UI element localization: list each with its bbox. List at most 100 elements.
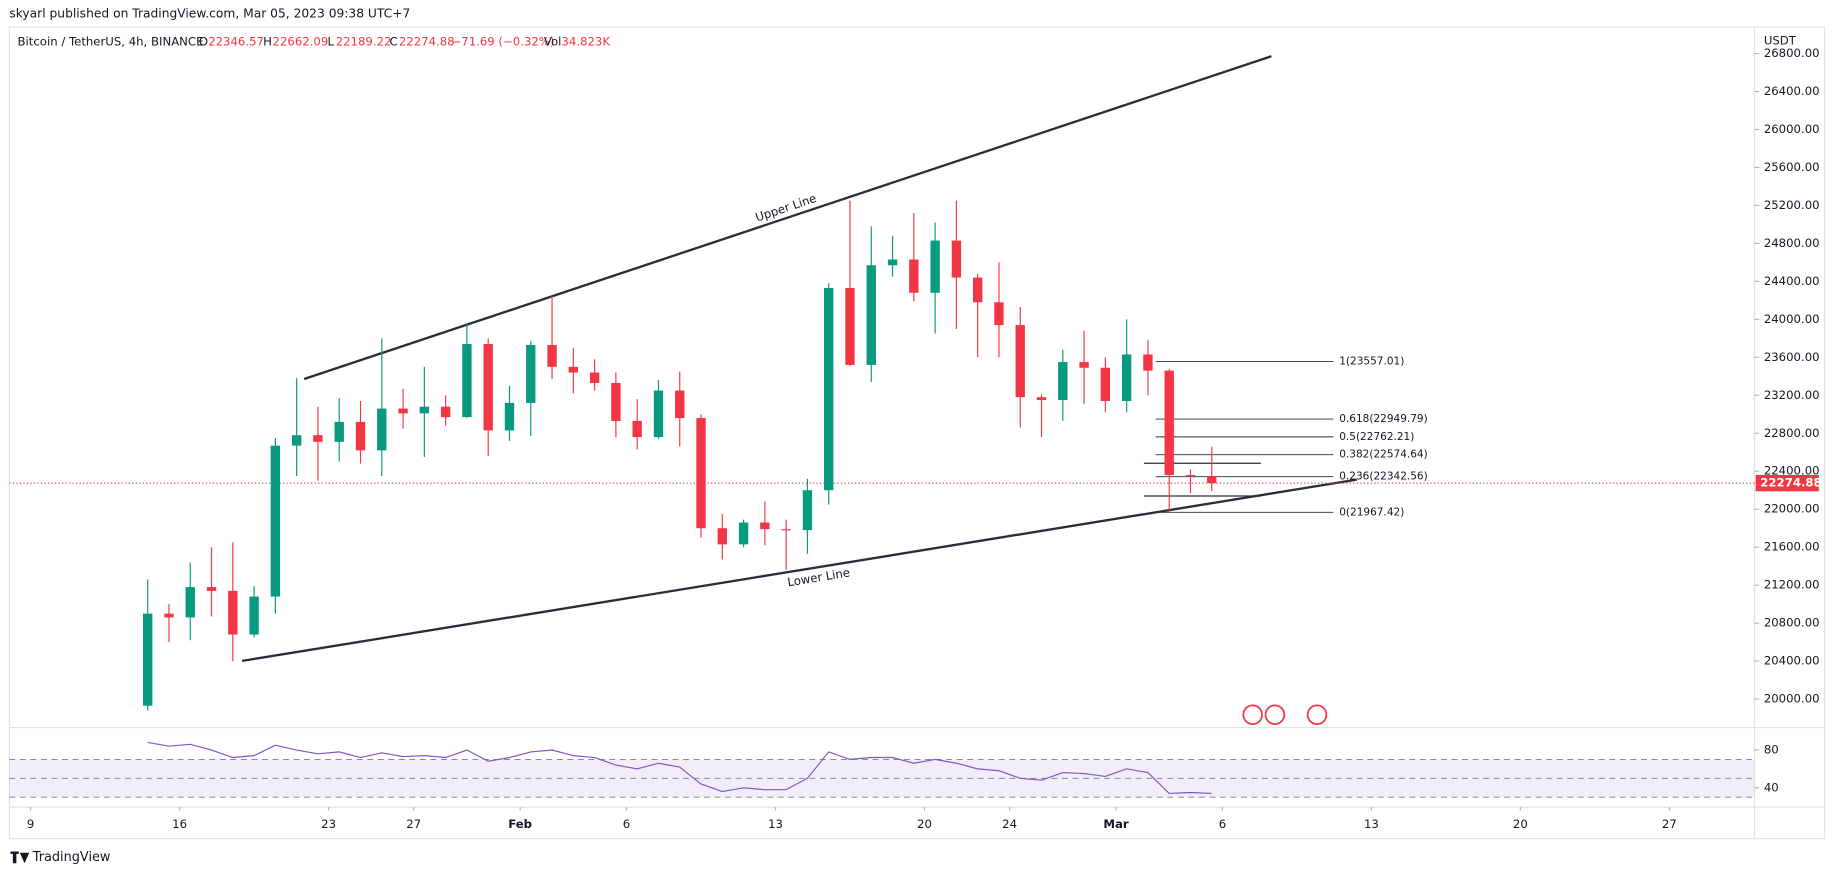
candle-body — [206, 587, 217, 591]
y-tick-label: 22800.00 — [1764, 426, 1820, 440]
x-tick-label: 9 — [27, 817, 34, 831]
x-tick-label: 27 — [1662, 817, 1677, 831]
frame — [8, 26, 1826, 840]
candle-body — [930, 240, 940, 293]
y-tick-label: 24800.00 — [1764, 236, 1820, 250]
x-tick-label: Feb — [508, 817, 532, 831]
candle-body — [1207, 475, 1217, 484]
x-tick-label: 13 — [1364, 817, 1379, 831]
o-label: O — [199, 35, 208, 49]
candle-body — [291, 435, 302, 446]
x-tick-label: 13 — [768, 817, 783, 831]
y-tick-label: 26800.00 — [1764, 46, 1820, 60]
candle-body — [377, 408, 387, 451]
candle-body — [824, 288, 834, 491]
rsi-band — [9, 759, 1755, 798]
candle-body — [973, 277, 983, 303]
fib-label: 0.618(22949.79) — [1339, 413, 1427, 425]
close-value: 22274.88 — [399, 35, 455, 49]
candle-body — [270, 445, 281, 597]
candle-body — [632, 420, 642, 438]
event-icon — [1264, 704, 1286, 725]
last-price-box — [1755, 474, 1819, 492]
candle-body — [143, 613, 153, 706]
x-tick-label: 6 — [1219, 817, 1226, 831]
candle-body — [994, 302, 1004, 326]
candle-body — [717, 528, 727, 545]
symbol: Bitcoin / TetherUS, 4h, BINANCE — [18, 35, 204, 49]
event-icons — [1242, 704, 1328, 725]
y-tick-label: 26400.00 — [1764, 84, 1820, 98]
y-tick-label: 20400.00 — [1764, 654, 1820, 668]
candle-body — [1185, 475, 1196, 477]
candle-body — [611, 382, 621, 421]
candle-body — [185, 587, 195, 618]
candle-body — [398, 408, 408, 414]
y-tick-label: 22400.00 — [1764, 464, 1820, 478]
c-label: C — [389, 35, 397, 49]
candle-body — [781, 529, 791, 531]
candle-body — [419, 406, 430, 414]
x-tick-label: 6 — [623, 817, 630, 831]
candle-body — [589, 372, 600, 383]
x-tick-label: 23 — [321, 817, 336, 831]
candle-body — [866, 265, 876, 365]
rsi-tick-label: 40 — [1764, 780, 1779, 794]
candle-body — [1079, 362, 1089, 368]
candle-body — [313, 435, 323, 442]
y-tick-label: 21600.00 — [1764, 540, 1820, 554]
y-tick-label: 20000.00 — [1764, 692, 1820, 706]
y-tick-label: 20800.00 — [1764, 616, 1820, 630]
event-icon — [1242, 704, 1263, 725]
y-tick-label: 23600.00 — [1764, 350, 1820, 364]
candle-body — [355, 421, 366, 451]
candle-body — [568, 366, 579, 373]
candle-body — [504, 402, 515, 431]
candle-body — [738, 522, 749, 545]
currency: USDT — [1764, 33, 1797, 47]
candle-body — [951, 240, 962, 278]
candle-body — [1143, 354, 1153, 371]
candle-body — [1121, 354, 1132, 401]
candle-body — [228, 590, 238, 635]
x-tick-label: 24 — [1002, 817, 1017, 831]
candle-body — [1100, 367, 1111, 401]
candle-body — [483, 344, 493, 431]
h-label: H — [263, 35, 272, 49]
volume-value: 34.823K — [561, 35, 610, 49]
y-tick-label: 26000.00 — [1764, 122, 1820, 136]
candle-body — [1058, 362, 1068, 401]
candle-body — [547, 344, 557, 367]
candle-body — [440, 406, 451, 418]
y-tick-label: 24400.00 — [1764, 274, 1820, 288]
high-value: 22662.09 — [273, 35, 329, 49]
candle-body — [1036, 397, 1047, 401]
x-tick-label: Mar — [1103, 817, 1129, 831]
x-tick-label: 16 — [172, 817, 187, 831]
x-tick-label: 27 — [406, 817, 421, 831]
fib-label: 0.382(22574.64) — [1339, 449, 1427, 461]
candle-body — [802, 490, 813, 531]
candle-body — [845, 288, 855, 365]
candle-body — [675, 390, 685, 419]
fib-label: 0.5(22762.21) — [1339, 431, 1414, 443]
fib-label: 1(23557.01) — [1339, 355, 1404, 367]
low-value: 22189.22 — [336, 35, 392, 49]
brand-name: TradingView — [32, 850, 111, 865]
candle-body — [760, 522, 770, 530]
candle-body — [696, 418, 706, 529]
y-tick-label: 21200.00 — [1764, 578, 1820, 592]
y-tick-label: 23200.00 — [1764, 388, 1820, 402]
candle-body — [334, 421, 344, 442]
y-tick-label: 25200.00 — [1764, 198, 1820, 212]
last-price-label: 22274.88 — [1760, 476, 1821, 490]
lower-trendline — [241, 478, 1357, 663]
candle-body — [1164, 370, 1174, 476]
legend-header: Bitcoin / TetherUS, 4h, BINANCE O 22346.… — [18, 35, 611, 49]
open-value: 22346.57 — [208, 35, 264, 49]
upper-trendline — [303, 55, 1272, 381]
brand-logo — [10, 851, 30, 864]
fib-label: 0(21967.42) — [1339, 506, 1404, 518]
